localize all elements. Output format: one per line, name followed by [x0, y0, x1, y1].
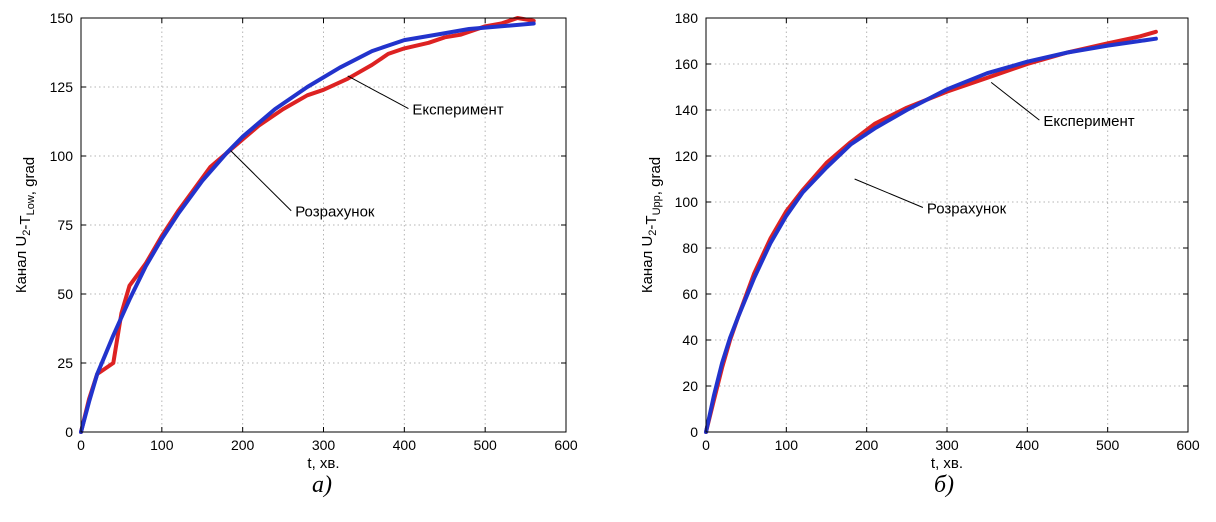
y-tick-label: 140	[675, 102, 699, 118]
y-tick-label: 40	[682, 332, 698, 348]
y-axis-label: Канал U2-TUpp, grad	[639, 157, 664, 293]
y-tick-label: 120	[675, 148, 699, 164]
y-tick-label: 50	[57, 286, 73, 302]
x-tick-label: 0	[702, 437, 710, 453]
x-axis-label: t, хв.	[931, 455, 963, 472]
y-tick-label: 25	[57, 355, 73, 371]
x-tick-label: 100	[775, 437, 799, 453]
y-tick-label: 100	[675, 194, 699, 210]
y-tick-label: 180	[675, 10, 699, 26]
x-tick-label: 500	[1096, 437, 1120, 453]
annotation-leader-line	[854, 178, 924, 208]
y-tick-label: 60	[682, 286, 698, 302]
y-tick-label: 0	[690, 424, 698, 440]
x-axis-label: t, хв.	[307, 455, 339, 472]
annotation-label: Експеримент	[1043, 113, 1134, 130]
chart-b: 0 100 200 300 400 500 600 0 20 40 60 80 100 120 140 160…	[639, 10, 1200, 498]
y-tick-label: 125	[50, 79, 74, 95]
chart-a: 0 100 200 300 400 500 600 0 25 50 75 100 125 150 Експе…	[13, 10, 578, 498]
annotation-leader-line	[230, 150, 292, 212]
x-tick-label: 600	[554, 437, 578, 453]
x-tick-label: 400	[393, 437, 417, 453]
y-tick-label: 160	[675, 56, 699, 72]
x-tick-label: 0	[77, 437, 85, 453]
annotation-leader-line	[990, 82, 1040, 121]
x-tick-label: 600	[1176, 437, 1200, 453]
x-tick-label: 300	[935, 437, 959, 453]
y-tick-label: 80	[682, 240, 698, 256]
x-tick-label: 300	[312, 437, 336, 453]
annotation-label: Експеримент	[412, 102, 503, 119]
series-line-calculation	[704, 36, 1158, 434]
series-line-calculation	[79, 21, 536, 434]
y-tick-label: 20	[682, 378, 698, 394]
y-tick-label: 100	[50, 148, 74, 164]
x-tick-label: 500	[473, 437, 497, 453]
x-tick-label: 200	[231, 437, 255, 453]
y-axis-label: Канал U2-TLow, grad	[13, 157, 38, 293]
y-tick-label: 150	[50, 10, 74, 26]
y-tick-label: 0	[65, 424, 73, 440]
figure-caption: б)	[934, 472, 954, 498]
x-tick-label: 100	[150, 437, 174, 453]
x-tick-label: 200	[855, 437, 879, 453]
annotation-leader-line	[347, 75, 409, 110]
figure-caption: а)	[312, 472, 332, 498]
y-tick-label: 75	[57, 217, 73, 233]
annotation-label: Розрахунок	[295, 204, 375, 221]
x-tick-label: 400	[1016, 437, 1040, 453]
annotation-label: Розрахунок	[927, 201, 1007, 218]
